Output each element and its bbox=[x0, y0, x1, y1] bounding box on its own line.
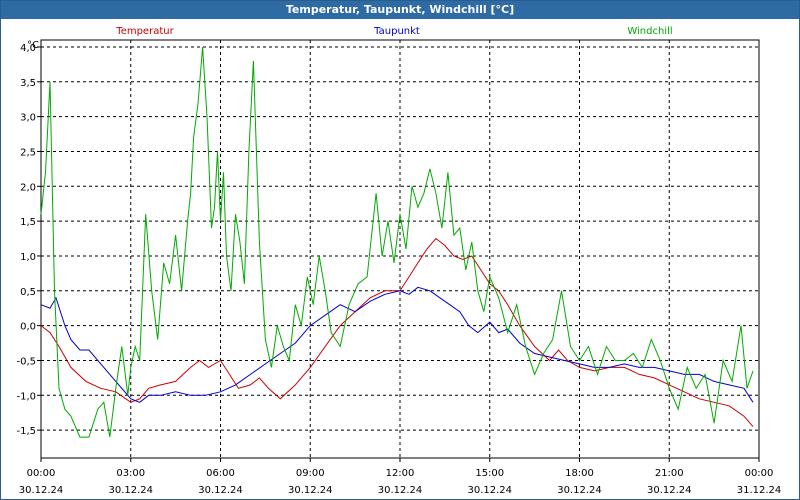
y-axis-ticks: -1,5 -1,0 -0,5 0,0 0,5 1,0 1,5 2,0 2,5 3,0 3,5 4,0 bbox=[16, 43, 41, 437]
y-tick-label: 2,5 bbox=[20, 147, 36, 158]
y-tick-label: 3,0 bbox=[20, 113, 36, 124]
series-line-taupunkt bbox=[40, 286, 754, 403]
x-axis-ticks: 00:00 30.12.24 03:00 30.12.24 06:00 30.12.24 0… bbox=[19, 458, 782, 496]
x-tick-date: 31.12.24 bbox=[737, 485, 782, 496]
x-tick-time: 21:00 bbox=[655, 468, 684, 479]
x-tick-date: 30.12.24 bbox=[198, 485, 243, 496]
x-tick-time: 09:00 bbox=[296, 468, 325, 479]
x-tick-date: 30.12.24 bbox=[378, 485, 423, 496]
legend-entry-windchill: Windchill bbox=[627, 26, 672, 37]
y-tick-label: 0,5 bbox=[20, 287, 36, 298]
y-tick-label: 0,0 bbox=[20, 322, 36, 333]
y-tick-label: 4,0 bbox=[20, 43, 36, 54]
y-tick-label: 1,5 bbox=[20, 217, 36, 228]
x-tick-date: 30.12.24 bbox=[647, 485, 692, 496]
x-tick-time: 00:00 bbox=[745, 468, 774, 479]
y-tick-label: -1,5 bbox=[16, 426, 36, 437]
series-line-windchill bbox=[40, 46, 754, 438]
x-tick-date: 30.12.24 bbox=[108, 485, 153, 496]
x-tick-date: 30.12.24 bbox=[467, 485, 512, 496]
x-tick-date: 30.12.24 bbox=[288, 485, 333, 496]
x-tick-time: 18:00 bbox=[565, 468, 594, 479]
x-tick-time: 06:00 bbox=[206, 468, 235, 479]
x-tick-date: 30.12.24 bbox=[557, 485, 602, 496]
y-tick-label: 3,5 bbox=[20, 78, 36, 89]
legend-entry-temperatur: Temperatur bbox=[115, 26, 174, 37]
x-tick-time: 12:00 bbox=[386, 468, 415, 479]
y-tick-label: 2,0 bbox=[20, 182, 36, 193]
window-title: Temperatur, Taupunkt, Windchill [°C] bbox=[1, 1, 799, 19]
y-tick-label: -0,5 bbox=[16, 356, 36, 367]
y-axis-label: °C bbox=[27, 40, 39, 51]
y-tick-label: -1,0 bbox=[16, 391, 36, 402]
series-line-temperatur bbox=[40, 237, 754, 427]
legend-entry-taupunkt: Taupunkt bbox=[373, 26, 420, 37]
series-lines bbox=[40, 46, 754, 438]
legend: Temperatur Taupunkt Windchill bbox=[115, 26, 672, 37]
x-tick-time: 15:00 bbox=[475, 468, 504, 479]
x-tick-time: 00:00 bbox=[27, 468, 56, 479]
x-tick-date: 30.12.24 bbox=[19, 485, 64, 496]
y-tick-label: 1,0 bbox=[20, 252, 36, 263]
x-tick-time: 03:00 bbox=[116, 468, 145, 479]
